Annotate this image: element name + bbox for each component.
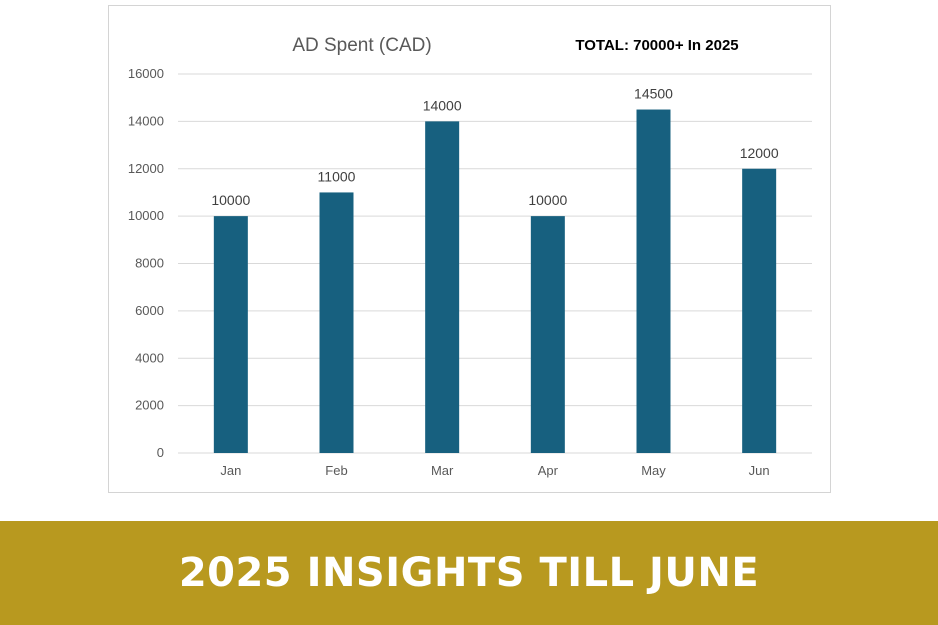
x-tick-label: Apr [538,463,559,478]
gridlines [178,73,812,454]
x-tick-label: Mar [431,463,454,478]
x-axis-ticks: Jan Feb Mar Apr May Jun [220,463,769,478]
y-tick-label: 12000 [128,161,164,176]
y-tick-label: 8000 [135,256,164,271]
bar [742,168,777,453]
y-tick-label: 0 [157,445,164,460]
data-label: 14500 [634,86,673,102]
data-label: 14000 [423,97,462,113]
chart-frame: AD Spent (CAD) TOTAL: 70000+ In 2025 0 20… [108,5,831,493]
x-tick-label: Feb [325,463,347,478]
y-tick-label: 14000 [128,113,164,128]
y-tick-label: 2000 [135,398,164,413]
data-label: 11000 [318,168,356,184]
x-tick-label: Jun [749,463,770,478]
data-label: 12000 [740,145,779,161]
y-tick-label: 4000 [135,350,164,365]
y-tick-label: 10000 [128,208,164,223]
total-annotation: TOTAL: 70000+ In 2025 [575,37,738,54]
y-tick-label: 6000 [135,303,164,318]
bar [319,192,354,453]
data-label: 10000 [211,192,250,208]
bars [213,109,777,453]
x-tick-label: May [641,463,666,478]
y-axis-ticks: 0 2000 4000 6000 8000 10000 12000 14000 16000 [128,66,164,460]
data-labels: 10000 11000 14000 10000 14500 12000 [211,86,778,209]
insights-banner: 2025 INSIGHTS TILL JUNE [0,521,938,625]
banner-title: 2025 INSIGHTS TILL JUNE [178,550,760,596]
bar-chart: AD Spent (CAD) TOTAL: 70000+ In 2025 0 20… [128,35,812,478]
bar [425,121,460,453]
x-tick-label: Jan [220,463,241,478]
data-label: 10000 [528,192,567,208]
bar [213,216,248,453]
bar [530,216,565,453]
chart-title: AD Spent (CAD) [292,35,431,56]
y-tick-label: 16000 [128,66,164,81]
bar [636,109,671,453]
